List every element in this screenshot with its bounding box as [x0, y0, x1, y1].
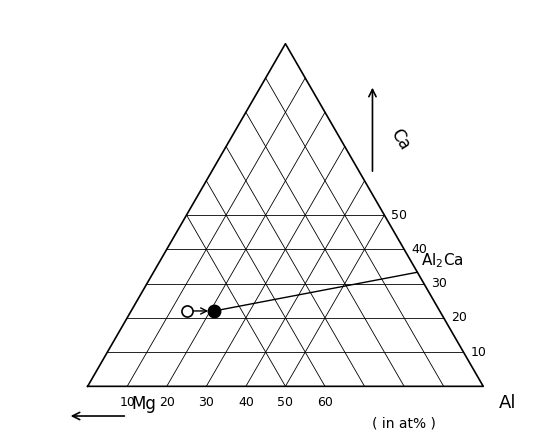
Text: 20: 20	[451, 311, 467, 324]
Text: 30: 30	[431, 277, 447, 290]
Text: Mg: Mg	[131, 395, 156, 413]
Text: Ca: Ca	[386, 126, 413, 154]
Text: Al: Al	[499, 394, 517, 412]
Text: 40: 40	[238, 396, 254, 409]
Text: 20: 20	[159, 396, 175, 409]
Text: 60: 60	[317, 396, 333, 409]
Text: 50: 50	[277, 396, 293, 409]
Text: 10: 10	[119, 396, 135, 409]
Text: 30: 30	[198, 396, 214, 409]
Text: 10: 10	[471, 346, 486, 359]
Text: 40: 40	[411, 243, 427, 256]
Text: Al$_2$Ca: Al$_2$Ca	[421, 251, 464, 270]
Text: 50: 50	[391, 208, 408, 222]
Text: ( in at% ): ( in at% )	[372, 416, 437, 430]
